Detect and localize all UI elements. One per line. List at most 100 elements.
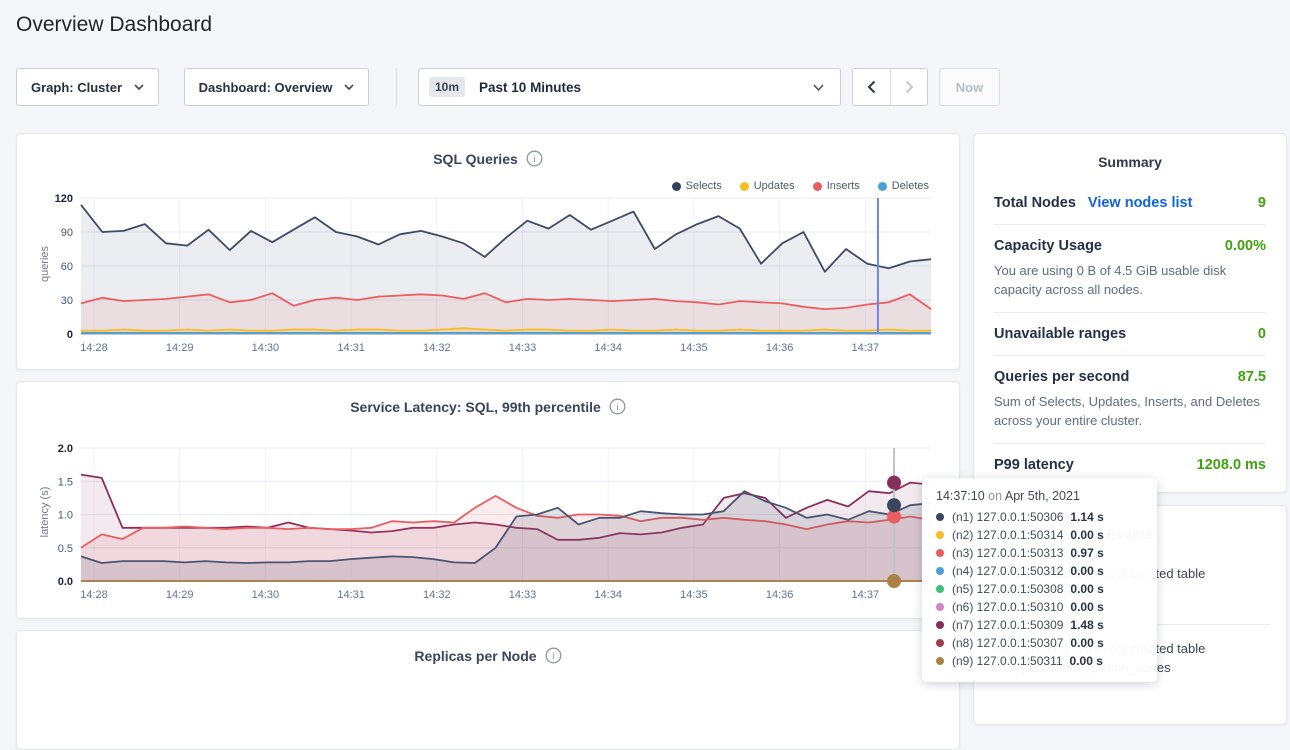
graph-dropdown[interactable]: Graph: Cluster — [16, 68, 159, 106]
series-dot — [936, 657, 944, 665]
time-next-button[interactable] — [890, 69, 927, 105]
p99-latency-value: 1208.0 ms — [1196, 457, 1266, 473]
info-icon[interactable]: i — [545, 647, 562, 664]
total-nodes-value: 9 — [1257, 195, 1266, 211]
latency-value: 0.00 s — [1070, 528, 1104, 542]
legend-item[interactable]: Deletes — [877, 180, 929, 192]
svg-text:i: i — [552, 651, 554, 662]
svg-text:14:29: 14:29 — [166, 589, 194, 601]
latency-value: 0.00 s — [1069, 654, 1103, 668]
summary-row-qps: Queries per second 87.5 Sum of Selects, … — [994, 355, 1266, 443]
time-range-label: Past 10 Minutes — [479, 79, 582, 95]
node-address: (n2) 127.0.0.1:50314 — [952, 528, 1064, 542]
latency-value: 0.00 s — [1070, 564, 1104, 578]
svg-text:14:35: 14:35 — [680, 342, 708, 354]
legend-dot — [671, 181, 681, 191]
latency-value: 0.97 s — [1070, 546, 1104, 560]
svg-text:0: 0 — [67, 329, 73, 341]
series-dot — [936, 603, 944, 611]
dashboard-dropdown[interactable]: Dashboard: Overview — [184, 68, 369, 106]
info-icon[interactable]: i — [526, 150, 543, 167]
series-dot — [936, 639, 944, 647]
latency-tooltip: 14:37:10 on Apr 5th, 2021 (n1) 127.0.0.1… — [922, 478, 1157, 682]
node-address: (n8) 127.0.0.1:50307 — [952, 636, 1064, 650]
svg-text:14:32: 14:32 — [423, 589, 451, 601]
svg-text:i: i — [616, 402, 618, 413]
chevron-left-icon — [867, 80, 876, 94]
sql-chart-title: SQL Queries — [433, 150, 518, 167]
legend-item[interactable]: Inserts — [812, 180, 860, 192]
dashboard-dropdown-label: Dashboard: Overview — [198, 79, 333, 95]
svg-text:i: i — [533, 154, 535, 165]
svg-text:0.5: 0.5 — [58, 543, 73, 555]
svg-text:30: 30 — [61, 295, 73, 307]
tooltip-row: (n8) 127.0.0.1:50307 0.00 s — [936, 634, 1143, 652]
now-button[interactable]: Now — [939, 68, 1000, 106]
svg-text:14:33: 14:33 — [509, 342, 537, 354]
replicas-chart-title: Replicas per Node — [414, 647, 537, 664]
replicas-panel: Replicas per Node i — [16, 630, 960, 750]
tooltip-row: (n5) 127.0.0.1:50308 0.00 s — [936, 580, 1143, 598]
svg-text:1.5: 1.5 — [58, 476, 73, 488]
node-address: (n3) 127.0.0.1:50313 — [952, 546, 1064, 560]
legend-item[interactable]: Updates — [739, 180, 795, 192]
node-address: (n1) 127.0.0.1:50306 — [952, 510, 1064, 524]
time-prev-button[interactable] — [853, 69, 890, 105]
qps-value: 87.5 — [1237, 369, 1266, 385]
svg-text:14:30: 14:30 — [252, 589, 280, 601]
latency-value: 0.00 s — [1070, 600, 1104, 614]
svg-text:14:31: 14:31 — [337, 589, 365, 601]
series-dot — [936, 513, 944, 521]
svg-text:14:34: 14:34 — [594, 589, 622, 601]
series-dot — [936, 549, 944, 557]
summary-panel: Summary Total Nodes View nodes list 9 Ca… — [973, 133, 1287, 493]
capacity-usage-label: Capacity Usage — [994, 238, 1102, 254]
capacity-usage-description: You are using 0 B of 4.5 GiB usable disk… — [994, 263, 1227, 297]
time-range-dropdown[interactable]: 10m Past 10 Minutes — [418, 68, 841, 106]
sql-queries-chart[interactable]: 14:28 14:29 14:30 14:31 14:32 14:33 14:34 14:35… — [17, 134, 961, 371]
svg-text:14:31: 14:31 — [337, 342, 365, 354]
view-nodes-list-link[interactable]: View nodes list — [1087, 195, 1193, 211]
legend-dot — [812, 181, 822, 191]
tooltip-row: (n9) 127.0.0.1:50311 0.00 s — [936, 652, 1143, 670]
latency-value: 1.14 s — [1070, 510, 1104, 524]
latency-value: 0.00 s — [1070, 582, 1104, 596]
sql-legend: Selects Updates Inserts Deletes — [671, 180, 929, 192]
latency-panel: Service Latency: SQL, 99th percentile i … — [16, 381, 960, 619]
legend-label: Deletes — [891, 180, 929, 192]
svg-text:0.0: 0.0 — [58, 576, 73, 588]
tooltip-timestamp: 14:37:10 on Apr 5th, 2021 — [936, 489, 1080, 503]
chevron-right-icon — [905, 80, 913, 94]
svg-text:2.0: 2.0 — [58, 443, 73, 455]
tooltip-row: (n7) 127.0.0.1:50309 1.48 s — [936, 616, 1143, 634]
qps-label: Queries per second — [994, 369, 1130, 385]
node-address: (n5) 127.0.0.1:50308 — [952, 582, 1064, 596]
chevron-down-icon — [344, 84, 354, 90]
latency-chart[interactable]: 14:28 14:29 14:30 14:31 14:32 14:33 14:34 14:35… — [17, 382, 961, 620]
legend-label: Inserts — [826, 180, 860, 192]
summary-row-p99: P99 latency 1208.0 ms — [994, 443, 1266, 486]
latency-value: 0.00 s — [1070, 636, 1104, 650]
svg-text:60: 60 — [61, 261, 73, 273]
svg-text:14:28: 14:28 — [80, 589, 108, 601]
tooltip-row: (n1) 127.0.0.1:50306 1.14 s — [936, 508, 1143, 526]
info-icon[interactable]: i — [609, 398, 626, 415]
chevron-down-icon — [134, 84, 144, 90]
graph-dropdown-label: Graph: Cluster — [30, 79, 122, 95]
series-dot — [936, 621, 944, 629]
svg-text:14:35: 14:35 — [680, 589, 708, 601]
latency-chart-title: Service Latency: SQL, 99th percentile — [350, 398, 601, 415]
legend-label: Selects — [685, 180, 722, 192]
svg-text:14:28: 14:28 — [80, 342, 108, 354]
legend-item[interactable]: Selects — [671, 180, 722, 192]
legend-dot — [877, 181, 887, 191]
total-nodes-label: Total Nodes — [994, 195, 1076, 211]
qps-description: Sum of Selects, Updates, Inserts, and De… — [994, 394, 1260, 428]
svg-text:14:30: 14:30 — [252, 342, 280, 354]
legend-label: Updates — [753, 180, 795, 192]
node-address: (n7) 127.0.0.1:50309 — [952, 618, 1064, 632]
legend-dot — [739, 181, 749, 191]
summary-row-capacity: Capacity Usage 0.00% You are using 0 B o… — [994, 224, 1266, 312]
svg-text:14:34: 14:34 — [594, 342, 622, 354]
unavailable-ranges-label: Unavailable ranges — [994, 326, 1127, 342]
